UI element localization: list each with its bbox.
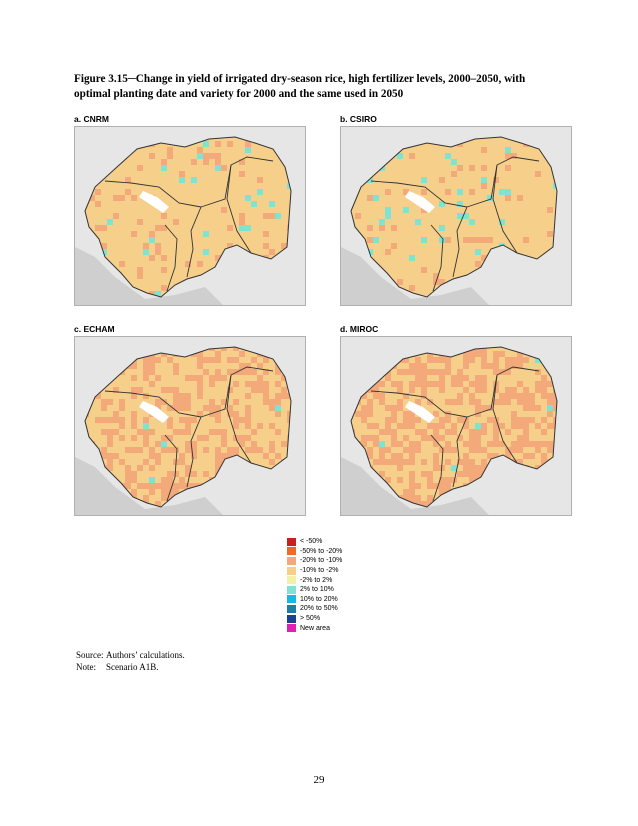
legend-swatch [287,537,296,546]
region-border [370,390,468,418]
map-echam [74,336,306,516]
region-border [104,180,202,208]
legend-item: < -50% [287,537,342,547]
legend-swatch [287,547,296,556]
legend-label: 10% to 20% [300,595,338,603]
lake [139,191,169,213]
panel-label-miroc: d. MIROC [340,324,379,334]
map-miroc [340,336,572,516]
legend-swatch [287,604,296,613]
country-outline [84,346,292,508]
region-border [104,390,202,418]
legend-item: > 50% [287,614,342,624]
legend-label: < -50% [300,538,323,546]
country-outline [84,136,292,298]
region-border [452,416,468,488]
region-border [186,206,202,278]
lake [405,401,435,423]
legend-swatch [287,585,296,594]
legend-swatch [287,556,296,565]
scenario-note: Note: Scenario A1B. [76,662,159,672]
figure-caption: Figure 3.15─Change in yield of irrigated… [74,73,526,100]
region-border [492,374,518,464]
legend-swatch [287,595,296,604]
legend-swatch [287,566,296,575]
legend-item: 10% to 20% [287,595,342,605]
map-cnrm [74,126,306,306]
legend: < -50% -50% to -20% -20% to -10% -10% to… [287,537,342,633]
legend-item: -10% to -2% [287,566,342,576]
legend-label: 20% to 50% [300,605,338,613]
country-outline [350,136,558,298]
legend-item: -20% to -10% [287,556,342,566]
legend-swatch [287,624,296,633]
legend-label: > 50% [300,615,321,623]
lake [405,191,435,213]
region-border [164,434,178,502]
legend-label: -20% to -10% [300,557,343,565]
legend-label: -2% to 2% [300,576,333,584]
legend-item: 2% to 10% [287,585,342,595]
region-border [430,434,444,502]
panel-label-csiro: b. CSIRO [340,114,377,124]
legend-item: New area [287,623,342,633]
map-echam-svg [75,337,305,515]
map-csiro-svg [341,127,571,305]
map-miroc-svg [341,337,571,515]
region-border [164,224,178,292]
legend-label: -50% to -20% [300,547,343,555]
country-outline [350,346,558,508]
legend-item: -2% to 2% [287,575,342,585]
legend-label: -10% to -2% [300,567,339,575]
legend-swatch [287,576,296,585]
page-number: 29 [313,774,325,786]
figure-notes: Source: Authors’ calculations. Note: Scena… [76,649,185,673]
region-border [492,164,518,254]
legend-item: -50% to -20% [287,547,342,557]
legend-item: 20% to 50% [287,604,342,614]
map-csiro [340,126,572,306]
region-border [370,180,468,208]
panel-label-cnrm: a. CNRM [74,114,109,124]
lake [139,401,169,423]
source-note: Source: Authors’ calculations. [76,650,185,660]
legend-label: 2% to 10% [300,586,334,594]
map-cnrm-svg [75,127,305,305]
region-border [226,374,252,464]
region-border [430,224,444,292]
legend-label: New area [300,624,330,632]
region-border [186,416,202,488]
region-border [452,206,468,278]
legend-swatch [287,614,296,623]
panel-label-echam: c. ECHAM [74,324,115,334]
region-border [226,164,252,254]
